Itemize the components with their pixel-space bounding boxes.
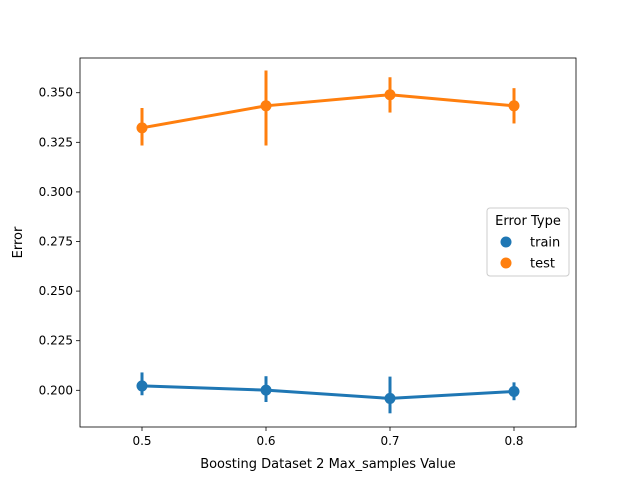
y-tick-label: 0.250 xyxy=(39,284,73,298)
series-test xyxy=(136,70,520,146)
y-tick-label: 0.225 xyxy=(39,334,73,348)
plot-frame xyxy=(79,57,577,428)
legend-marker-train xyxy=(500,236,512,248)
data-point xyxy=(260,384,272,396)
x-axis-label: Boosting Dataset 2 Max_samples Value xyxy=(200,457,456,472)
legend-label-train: train xyxy=(530,236,560,251)
y-tick-label: 0.200 xyxy=(39,383,73,397)
series-line xyxy=(141,93,515,130)
data-point xyxy=(260,100,272,112)
y-axis-label: Error xyxy=(11,226,26,258)
data-point xyxy=(136,380,148,392)
x-tick-label: 0.6 xyxy=(256,434,275,448)
data-point xyxy=(508,385,520,397)
y-tick-label: 0.275 xyxy=(39,235,73,249)
y-tick-label: 0.300 xyxy=(39,185,73,199)
axis-layer: 0.5 0.6 0.7 0.8 0.200 0.225 0.250 0.275 0.300 0.3… xyxy=(39,86,524,448)
data-point xyxy=(384,392,396,404)
x-tick-label: 0.5 xyxy=(132,434,151,448)
x-tick-label: 0.8 xyxy=(504,434,523,448)
series-train xyxy=(136,372,520,414)
series-layer xyxy=(136,70,520,414)
data-point xyxy=(384,89,396,101)
data-point xyxy=(136,122,148,134)
legend: Error Type train test xyxy=(486,207,570,277)
y-tick-label: 0.350 xyxy=(39,86,73,100)
legend-marker-test xyxy=(500,257,512,269)
series-line xyxy=(141,384,515,400)
y-tick-label: 0.325 xyxy=(39,135,73,149)
legend-title: Error Type xyxy=(495,214,561,229)
legend-label-test: test xyxy=(530,257,555,272)
data-point xyxy=(508,100,520,112)
x-tick-label: 0.7 xyxy=(380,434,399,448)
